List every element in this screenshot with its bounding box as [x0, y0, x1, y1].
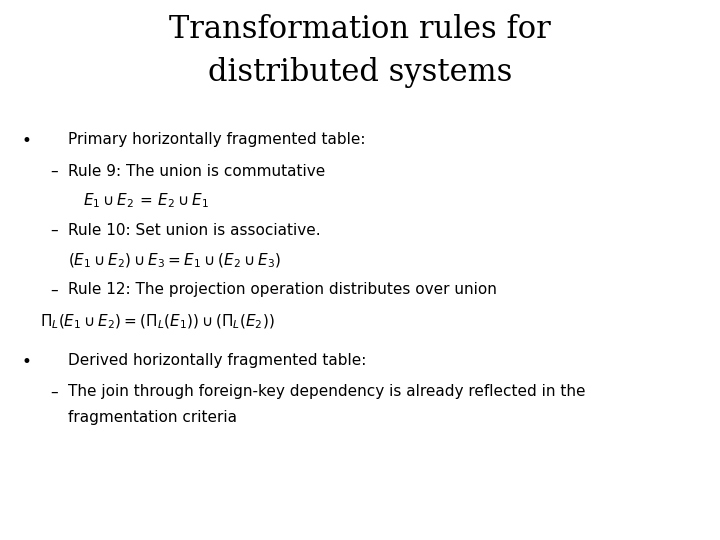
Text: Transformation rules for: Transformation rules for: [169, 14, 551, 44]
Text: •: •: [22, 132, 32, 150]
Text: Rule 10: Set union is associative.: Rule 10: Set union is associative.: [68, 223, 321, 238]
Text: –: –: [50, 223, 58, 238]
Text: Primary horizontally fragmented table:: Primary horizontally fragmented table:: [68, 132, 366, 147]
Text: fragmentation criteria: fragmentation criteria: [68, 410, 238, 426]
Text: –: –: [50, 164, 58, 179]
Text: •: •: [22, 353, 32, 371]
Text: –: –: [50, 282, 58, 298]
Text: The join through foreign-key dependency is already reflected in the: The join through foreign-key dependency …: [68, 384, 586, 400]
Text: Rule 9: The union is commutative: Rule 9: The union is commutative: [68, 164, 325, 179]
Text: $(E_1 \cup E_2) \cup E_3 = E_1 \cup (E_2 \cup E_3)$: $(E_1 \cup E_2) \cup E_3 = E_1 \cup (E_2…: [68, 251, 282, 269]
Text: $\Pi_L(E_1 \cup E_2) = (\Pi_L(E_1)) \cup (\Pi_L(E_2))$: $\Pi_L(E_1 \cup E_2) = (\Pi_L(E_1)) \cup…: [40, 313, 274, 331]
Text: –: –: [50, 384, 58, 400]
Text: distributed systems: distributed systems: [208, 57, 512, 87]
Text: Derived horizontally fragmented table:: Derived horizontally fragmented table:: [68, 353, 366, 368]
Text: Rule 12: The projection operation distributes over union: Rule 12: The projection operation distri…: [68, 282, 498, 298]
Text: $E_1 \cup E_2\, =\, E_2 \cup E_1$: $E_1 \cup E_2\, =\, E_2 \cup E_1$: [83, 192, 209, 211]
